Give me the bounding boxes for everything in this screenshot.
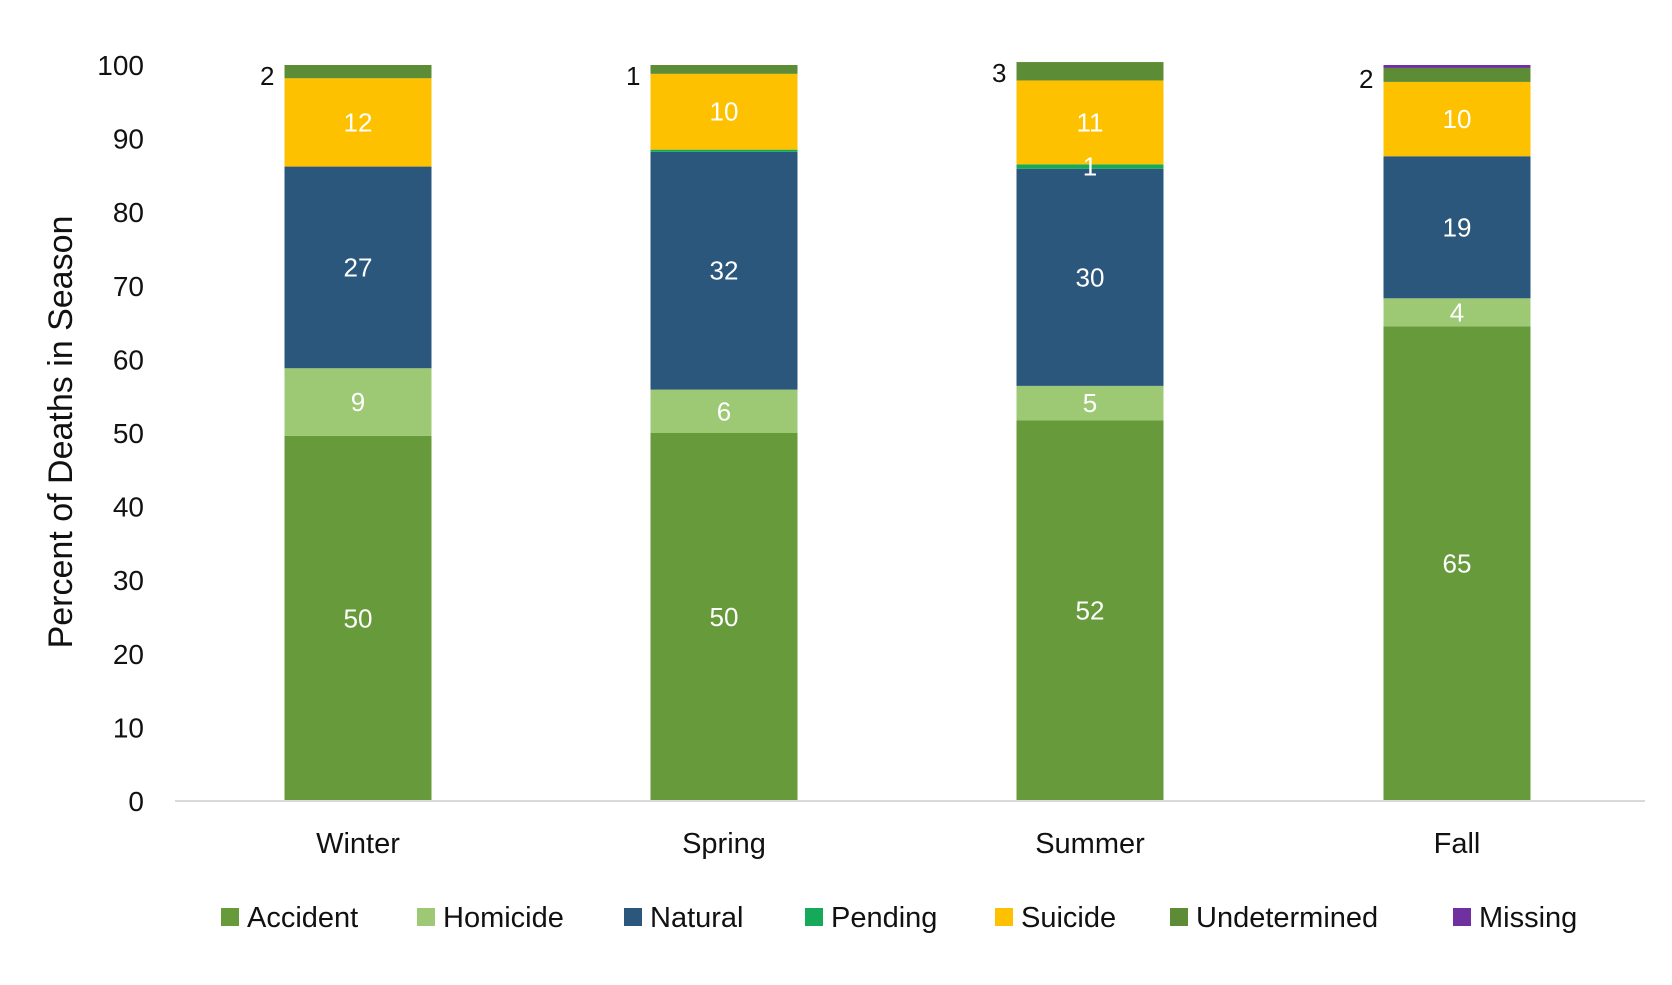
data-label-winter-homicide: 9 [351, 387, 365, 417]
legend-label-undetermined: Undetermined [1196, 902, 1378, 934]
legend-label-suicide: Suicide [1021, 902, 1116, 934]
bar-spring-undetermined [650, 65, 798, 74]
legend-swatch-pending [805, 908, 823, 926]
legend-swatch-suicide [995, 908, 1013, 926]
bar-summer-suicide [1016, 80, 1164, 165]
legend-swatch-missing [1453, 908, 1471, 926]
bar-fall-natural [1383, 156, 1531, 299]
x-axis-categories: Winter Spring Summer Fall [316, 828, 1480, 860]
data-label-fall-accident: 65 [1443, 549, 1472, 579]
bar-spring-accident [650, 433, 798, 801]
bar-spring-natural [650, 151, 798, 390]
data-label-spring-suicide: 10 [710, 97, 739, 127]
bar-fall-undetermined [1383, 67, 1531, 82]
y-axis-ticks: 0 10 20 30 40 50 60 70 80 90 100 [97, 50, 144, 817]
data-label-spring-accident: 50 [710, 602, 739, 632]
bar-winter-suicide [284, 78, 432, 167]
y-tick-label-0: 0 [128, 786, 144, 817]
legend-label-homicide: Homicide [443, 902, 564, 934]
data-label-summer-homicide: 5 [1083, 388, 1097, 418]
legend-swatch-undetermined [1170, 908, 1188, 926]
bar-spring-homicide [650, 389, 798, 433]
data-label-summer-pending: 1 [1083, 152, 1097, 182]
bar-spring-pending [650, 149, 798, 152]
bar-summer-undetermined [1016, 62, 1164, 81]
data-label-spring-undetermined: 1 [626, 61, 640, 91]
x-category-spring: Spring [682, 828, 766, 860]
y-tick-label-40: 40 [113, 492, 144, 523]
legend-label-missing: Missing [1479, 902, 1577, 934]
bars [284, 62, 1531, 801]
x-category-summer: Summer [1035, 828, 1145, 860]
x-category-fall: Fall [1434, 828, 1481, 860]
y-tick-label-100: 100 [97, 50, 144, 81]
data-label-winter-natural: 27 [344, 252, 373, 282]
y-axis-title: Percent of Deaths in Season [42, 216, 80, 649]
y-tick-label-50: 50 [113, 418, 144, 449]
y-tick-label-70: 70 [113, 271, 144, 302]
bar-fall-suicide [1383, 81, 1531, 157]
bar-fall-homicide [1383, 298, 1531, 327]
bar-spring-suicide [650, 73, 798, 150]
data-label-summer-undetermined: 3 [992, 58, 1006, 88]
bar-summer-homicide [1016, 385, 1164, 421]
y-tick-label-20: 20 [113, 639, 144, 670]
data-label-fall-undetermined: 2 [1359, 64, 1373, 94]
bar-winter-undetermined [284, 65, 432, 79]
bar-fall-missing [1383, 65, 1531, 68]
legend-label-accident: Accident [247, 902, 358, 934]
bar-summer-pending [1016, 164, 1164, 169]
legend-label-natural: Natural [650, 902, 744, 934]
bar-summer-natural [1016, 168, 1164, 386]
data-label-winter-undetermined: 2 [260, 61, 274, 91]
legend-swatch-homicide [417, 908, 435, 926]
bar-winter-natural [284, 166, 432, 369]
bar-winter-accident [284, 435, 432, 801]
data-label-summer-accident: 52 [1076, 596, 1105, 626]
y-tick-label-80: 80 [113, 197, 144, 228]
data-label-winter-suicide: 12 [344, 107, 373, 137]
legend-swatch-natural [624, 908, 642, 926]
data-label-spring-homicide: 6 [717, 396, 731, 426]
bar-winter-homicide [284, 368, 432, 436]
y-tick-label-30: 30 [113, 565, 144, 596]
bar-fall-accident [1383, 326, 1531, 801]
y-tick-label-90: 90 [113, 124, 144, 155]
legend: Accident Homicide Natural Pending Suicide Und… [221, 902, 1577, 934]
data-label-fall-homicide: 4 [1450, 297, 1464, 327]
data-label-winter-accident: 50 [344, 603, 373, 633]
legend-label-pending: Pending [831, 902, 937, 934]
bar-summer-accident [1016, 420, 1164, 801]
y-tick-label-10: 10 [113, 712, 144, 743]
data-label-fall-suicide: 10 [1443, 104, 1472, 134]
legend-swatch-accident [221, 908, 239, 926]
y-tick-label-60: 60 [113, 344, 144, 375]
data-label-summer-natural: 30 [1076, 262, 1105, 292]
x-category-winter: Winter [316, 828, 400, 860]
data-label-fall-natural: 19 [1443, 212, 1472, 242]
data-label-summer-suicide: 11 [1077, 107, 1104, 137]
data-label-spring-natural: 32 [710, 256, 739, 286]
